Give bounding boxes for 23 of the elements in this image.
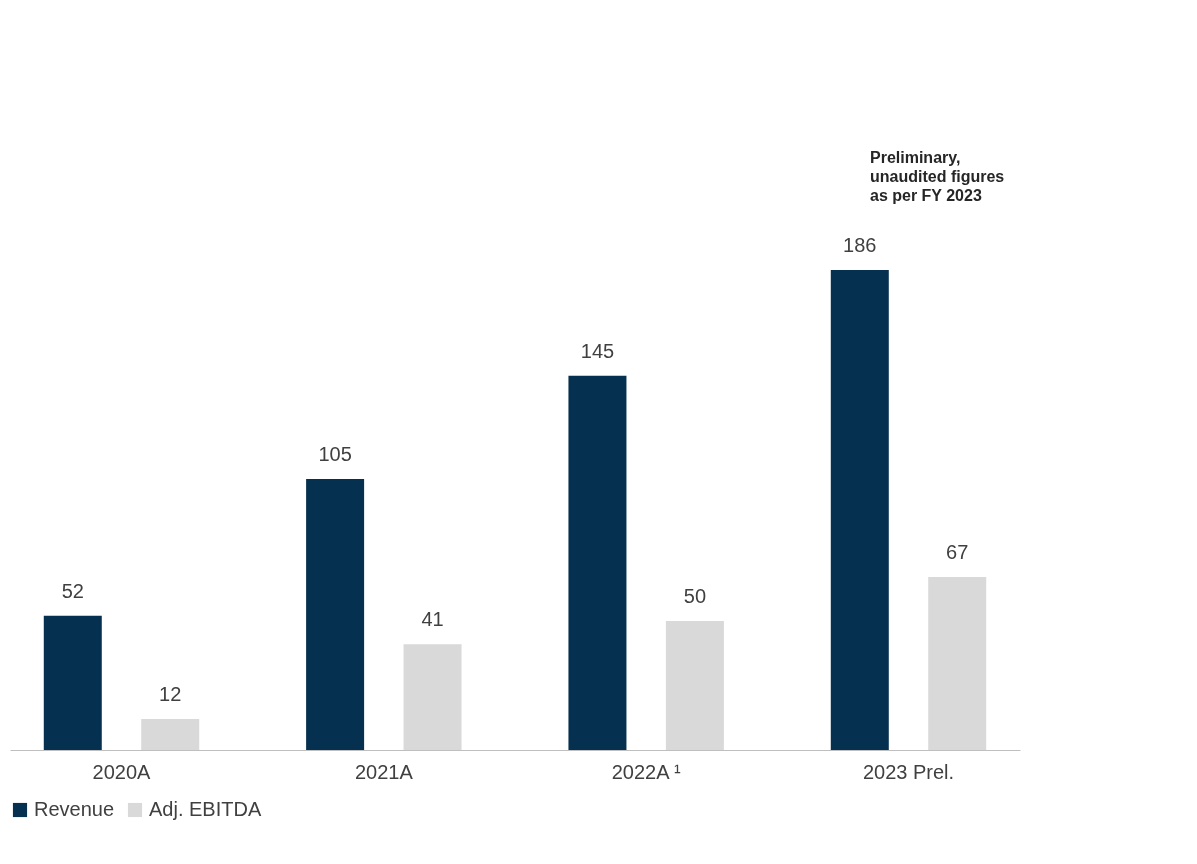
data-label: 186	[843, 234, 877, 256]
data-label: 145	[580, 339, 615, 362]
data-label: 67	[946, 541, 969, 564]
x-tick-label: 2023 Prel.	[862, 760, 955, 783]
bar	[306, 479, 365, 750]
bar	[43, 615, 102, 750]
x-tick-label: 2022A ¹	[611, 760, 681, 783]
data-label: 52	[61, 579, 84, 602]
x-tick-label: 2020A	[92, 760, 152, 783]
x-tick-label: 2021A	[354, 760, 414, 783]
bar	[665, 620, 724, 750]
data-label: 41	[421, 608, 444, 631]
bar	[403, 644, 462, 750]
legend-label: Revenue	[34, 798, 115, 820]
bar	[928, 577, 987, 750]
bar	[568, 375, 627, 750]
bar	[830, 270, 889, 750]
data-label: 105	[318, 443, 352, 466]
legend-label: Adj. EBITDA	[149, 798, 262, 820]
text: Preliminary, unaudited figures as per FY 2023	[870, 149, 1005, 204]
bar	[141, 719, 200, 750]
data-label: 12	[159, 683, 182, 706]
data-label: 50	[683, 584, 707, 607]
